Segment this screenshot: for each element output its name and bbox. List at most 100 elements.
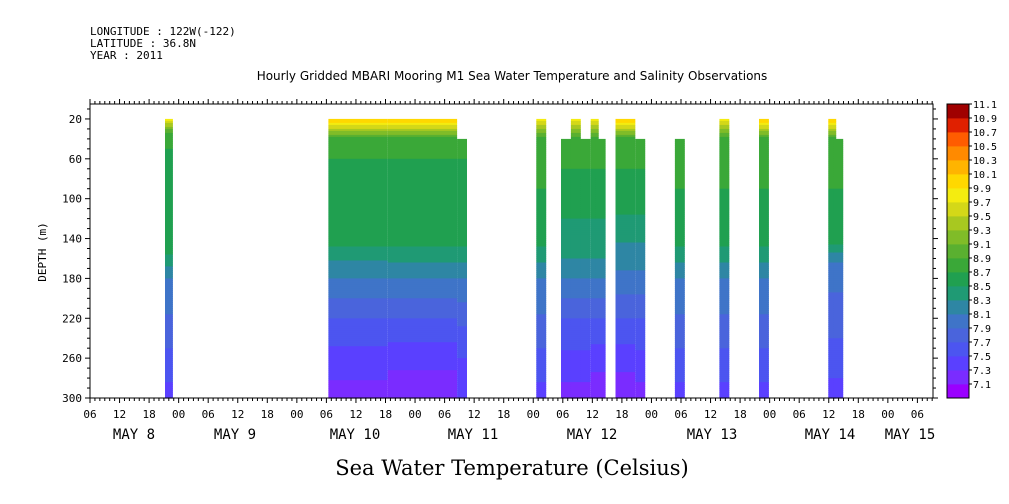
- data-cell: [590, 232, 599, 236]
- data-cell: [590, 158, 599, 162]
- data-cell: [719, 316, 730, 319]
- data-cell: [536, 158, 547, 162]
- data-cell: [833, 292, 844, 295]
- data-cell: [833, 180, 844, 184]
- data-cell: [635, 338, 646, 341]
- data-cell: [674, 182, 685, 186]
- data-cell: [615, 204, 636, 208]
- data-cell: [590, 192, 599, 196]
- data-cell: [570, 272, 581, 275]
- data-cell: [590, 304, 599, 307]
- data-cell: [595, 246, 606, 250]
- data-cell: [635, 222, 646, 226]
- data-cell: [833, 290, 844, 293]
- data-cell: [828, 138, 837, 142]
- data-cell: [674, 208, 685, 212]
- data-cell: [165, 154, 173, 158]
- data-cell: [635, 292, 646, 295]
- data-cell: [165, 224, 173, 228]
- data-cell: [570, 312, 581, 315]
- data-cell: [570, 372, 581, 375]
- data-cell: [536, 124, 547, 128]
- data-cell: [674, 180, 685, 184]
- data-cell: [828, 370, 837, 373]
- data-cell: [590, 210, 599, 214]
- data-cell: [759, 162, 769, 166]
- data-cell: [590, 174, 599, 178]
- data-cell: [615, 162, 636, 166]
- data-cell: [165, 236, 173, 240]
- data-cell: [457, 236, 467, 240]
- data-column: [828, 118, 837, 399]
- data-cell: [615, 350, 636, 353]
- data-cell: [674, 312, 685, 315]
- data-cell: [570, 220, 581, 224]
- data-cell: [635, 258, 646, 262]
- data-cell: [635, 206, 646, 210]
- x-tick-label: 06: [438, 408, 451, 421]
- data-cell: [674, 238, 685, 242]
- data-cell: [328, 186, 388, 190]
- data-cell: [536, 302, 547, 305]
- data-cell: [590, 286, 599, 289]
- data-cell: [536, 202, 547, 206]
- data-cell: [536, 222, 547, 226]
- data-cell: [570, 188, 581, 192]
- data-cell: [457, 196, 467, 200]
- data-cell: [833, 296, 844, 299]
- data-cell: [828, 118, 837, 122]
- data-cell: [457, 288, 467, 291]
- data-cell: [719, 140, 730, 144]
- data-cell: [457, 320, 467, 323]
- data-cell: [828, 174, 837, 178]
- data-cell: [570, 370, 581, 373]
- data-cell: [387, 156, 458, 160]
- data-cell: [674, 262, 685, 266]
- data-cell: [387, 184, 458, 188]
- data-cell: [828, 208, 837, 212]
- data-cell: [759, 124, 769, 128]
- data-cell: [328, 120, 388, 124]
- data-cell: [165, 350, 173, 353]
- data-cell: [833, 208, 844, 212]
- data-cell: [457, 164, 467, 168]
- data-cell: [536, 192, 547, 196]
- data-cell: [674, 198, 685, 202]
- data-cell: [615, 148, 636, 152]
- data-cell: [457, 328, 467, 331]
- colorbar-swatch: [947, 314, 969, 329]
- data-cell: [457, 154, 467, 158]
- data-cell: [635, 382, 646, 385]
- data-cell: [457, 224, 467, 228]
- data-cell: [536, 130, 547, 134]
- data-cell: [635, 290, 646, 293]
- data-cell: [828, 214, 837, 218]
- data-cell: [615, 300, 636, 303]
- data-cell: [536, 390, 547, 393]
- data-cell: [590, 198, 599, 202]
- data-cell: [457, 380, 467, 383]
- data-cell: [833, 350, 844, 353]
- data-cell: [570, 338, 581, 341]
- data-column: [165, 118, 173, 399]
- data-cell: [590, 392, 599, 395]
- data-cell: [536, 364, 547, 367]
- data-cell: [833, 192, 844, 196]
- data-cell: [328, 270, 388, 273]
- data-cell: [165, 268, 173, 271]
- data-cell: [328, 274, 388, 277]
- data-cell: [457, 178, 467, 182]
- data-cell: [674, 224, 685, 228]
- data-cell: [328, 278, 388, 281]
- data-cell: [328, 240, 388, 244]
- data-cell: [635, 294, 646, 297]
- data-cell: [833, 154, 844, 158]
- colorbar-swatch: [947, 328, 969, 343]
- data-cell: [457, 364, 467, 367]
- data-cell: [828, 388, 837, 391]
- data-cell: [595, 302, 606, 305]
- data-cell: [595, 322, 606, 325]
- data-cell: [328, 200, 388, 204]
- data-cell: [719, 386, 730, 389]
- data-cell: [328, 192, 388, 196]
